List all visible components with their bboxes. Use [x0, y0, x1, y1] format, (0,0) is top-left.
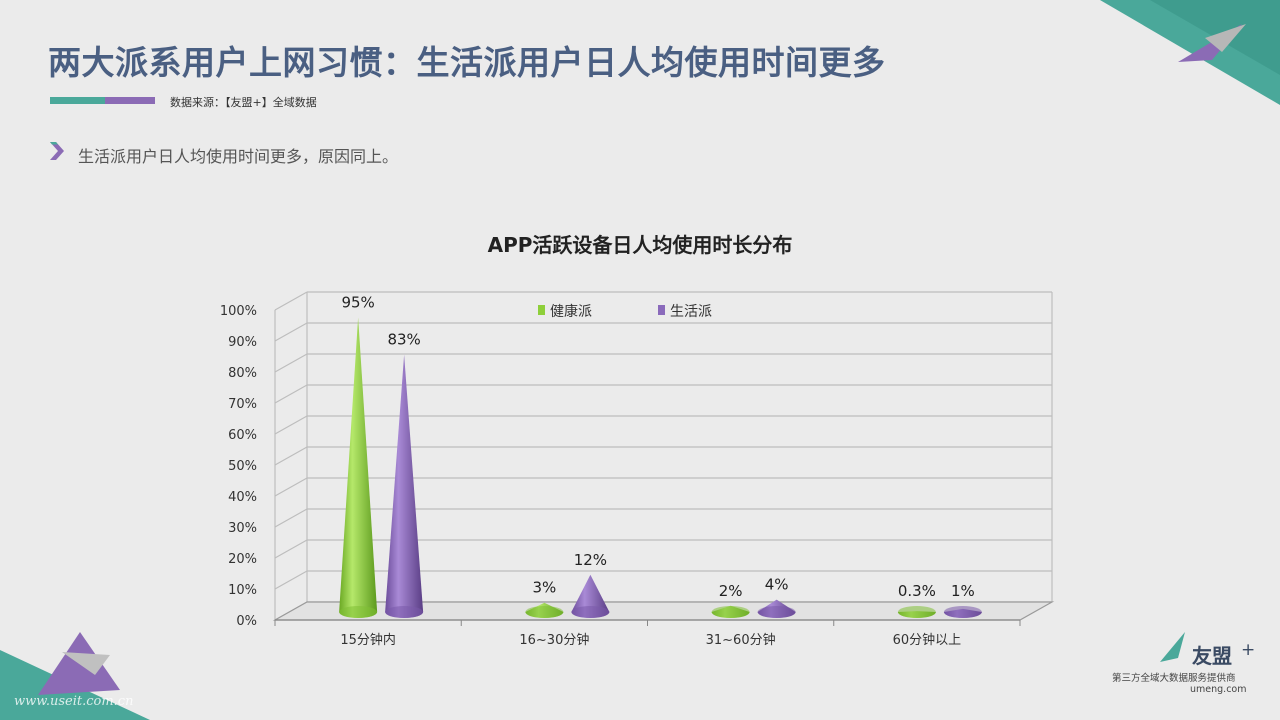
y-tick-label: 70% [228, 397, 257, 412]
gridline-side [274, 508, 308, 528]
title-underline-purple [105, 97, 155, 104]
data-label: 1% [951, 582, 975, 600]
y-tick-label: 20% [228, 552, 257, 567]
bullet-text: 生活派用户日人均使用时间更多，原因同上。 [78, 147, 399, 166]
cone-mark [385, 354, 424, 618]
gridline-side [274, 570, 308, 590]
cone-base [339, 606, 378, 618]
cone-base [943, 606, 982, 618]
y-tick-label: 100% [220, 304, 257, 319]
gridline-side [274, 539, 308, 559]
data-label: 95% [341, 294, 374, 312]
cone-base [757, 606, 796, 618]
legend-swatch [658, 305, 665, 315]
data-label: 2% [719, 582, 743, 600]
data-label: 0.3% [898, 582, 936, 600]
brand-url: umeng.com [1190, 684, 1247, 695]
cone-base [711, 606, 750, 618]
y-tick-label: 10% [228, 583, 257, 598]
gridline-side [274, 353, 308, 373]
y-tick-label: 50% [228, 459, 257, 474]
gridline-side [274, 477, 308, 497]
cone-base [571, 606, 610, 618]
data-label: 3% [532, 579, 556, 597]
watermark: www.useit.com.cn [14, 694, 134, 709]
x-tick-label: 15分钟内 [340, 632, 396, 648]
cone-mark [339, 317, 378, 618]
y-tick-label: 0% [236, 614, 257, 629]
gridline-side [274, 322, 308, 342]
y-tick-label: 30% [228, 521, 257, 536]
cone-base [525, 606, 564, 618]
page-title: 两大派系用户上网习惯：生活派用户日人均使用时间更多 [48, 43, 886, 82]
data-source: 数据来源：【友盟+】全域数据 [170, 96, 317, 109]
y-tick-label: 80% [228, 366, 257, 381]
data-label: 12% [574, 551, 607, 569]
y-tick-label: 60% [228, 428, 257, 443]
x-tick-label: 60分钟以上 [893, 632, 962, 648]
gridline-side [274, 291, 308, 311]
legend-label: 生活派 [670, 304, 712, 320]
legend-swatch [538, 305, 545, 315]
gridline-side [274, 384, 308, 404]
cone-base [385, 606, 424, 618]
brand-plus: + [1241, 640, 1256, 660]
chart-title: APP活跃设备日人均使用时长分布 [488, 233, 793, 257]
legend-label: 健康派 [550, 303, 592, 320]
brand-tagline: 第三方全域大数据服务提供商 [1112, 673, 1236, 684]
y-tick-label: 90% [228, 335, 257, 350]
gridline-side [274, 446, 308, 466]
chevron-right-icon [50, 142, 64, 160]
gridline-side [274, 415, 308, 435]
brand-logo-text: 友盟 [1192, 644, 1232, 668]
y-tick-label: 40% [228, 490, 257, 505]
x-tick-label: 31~60分钟 [706, 632, 776, 648]
title-underline-teal [50, 97, 105, 104]
data-label: 4% [765, 576, 789, 594]
x-tick-label: 16~30分钟 [519, 632, 589, 648]
cone-base [897, 606, 936, 618]
data-label: 83% [387, 331, 420, 349]
